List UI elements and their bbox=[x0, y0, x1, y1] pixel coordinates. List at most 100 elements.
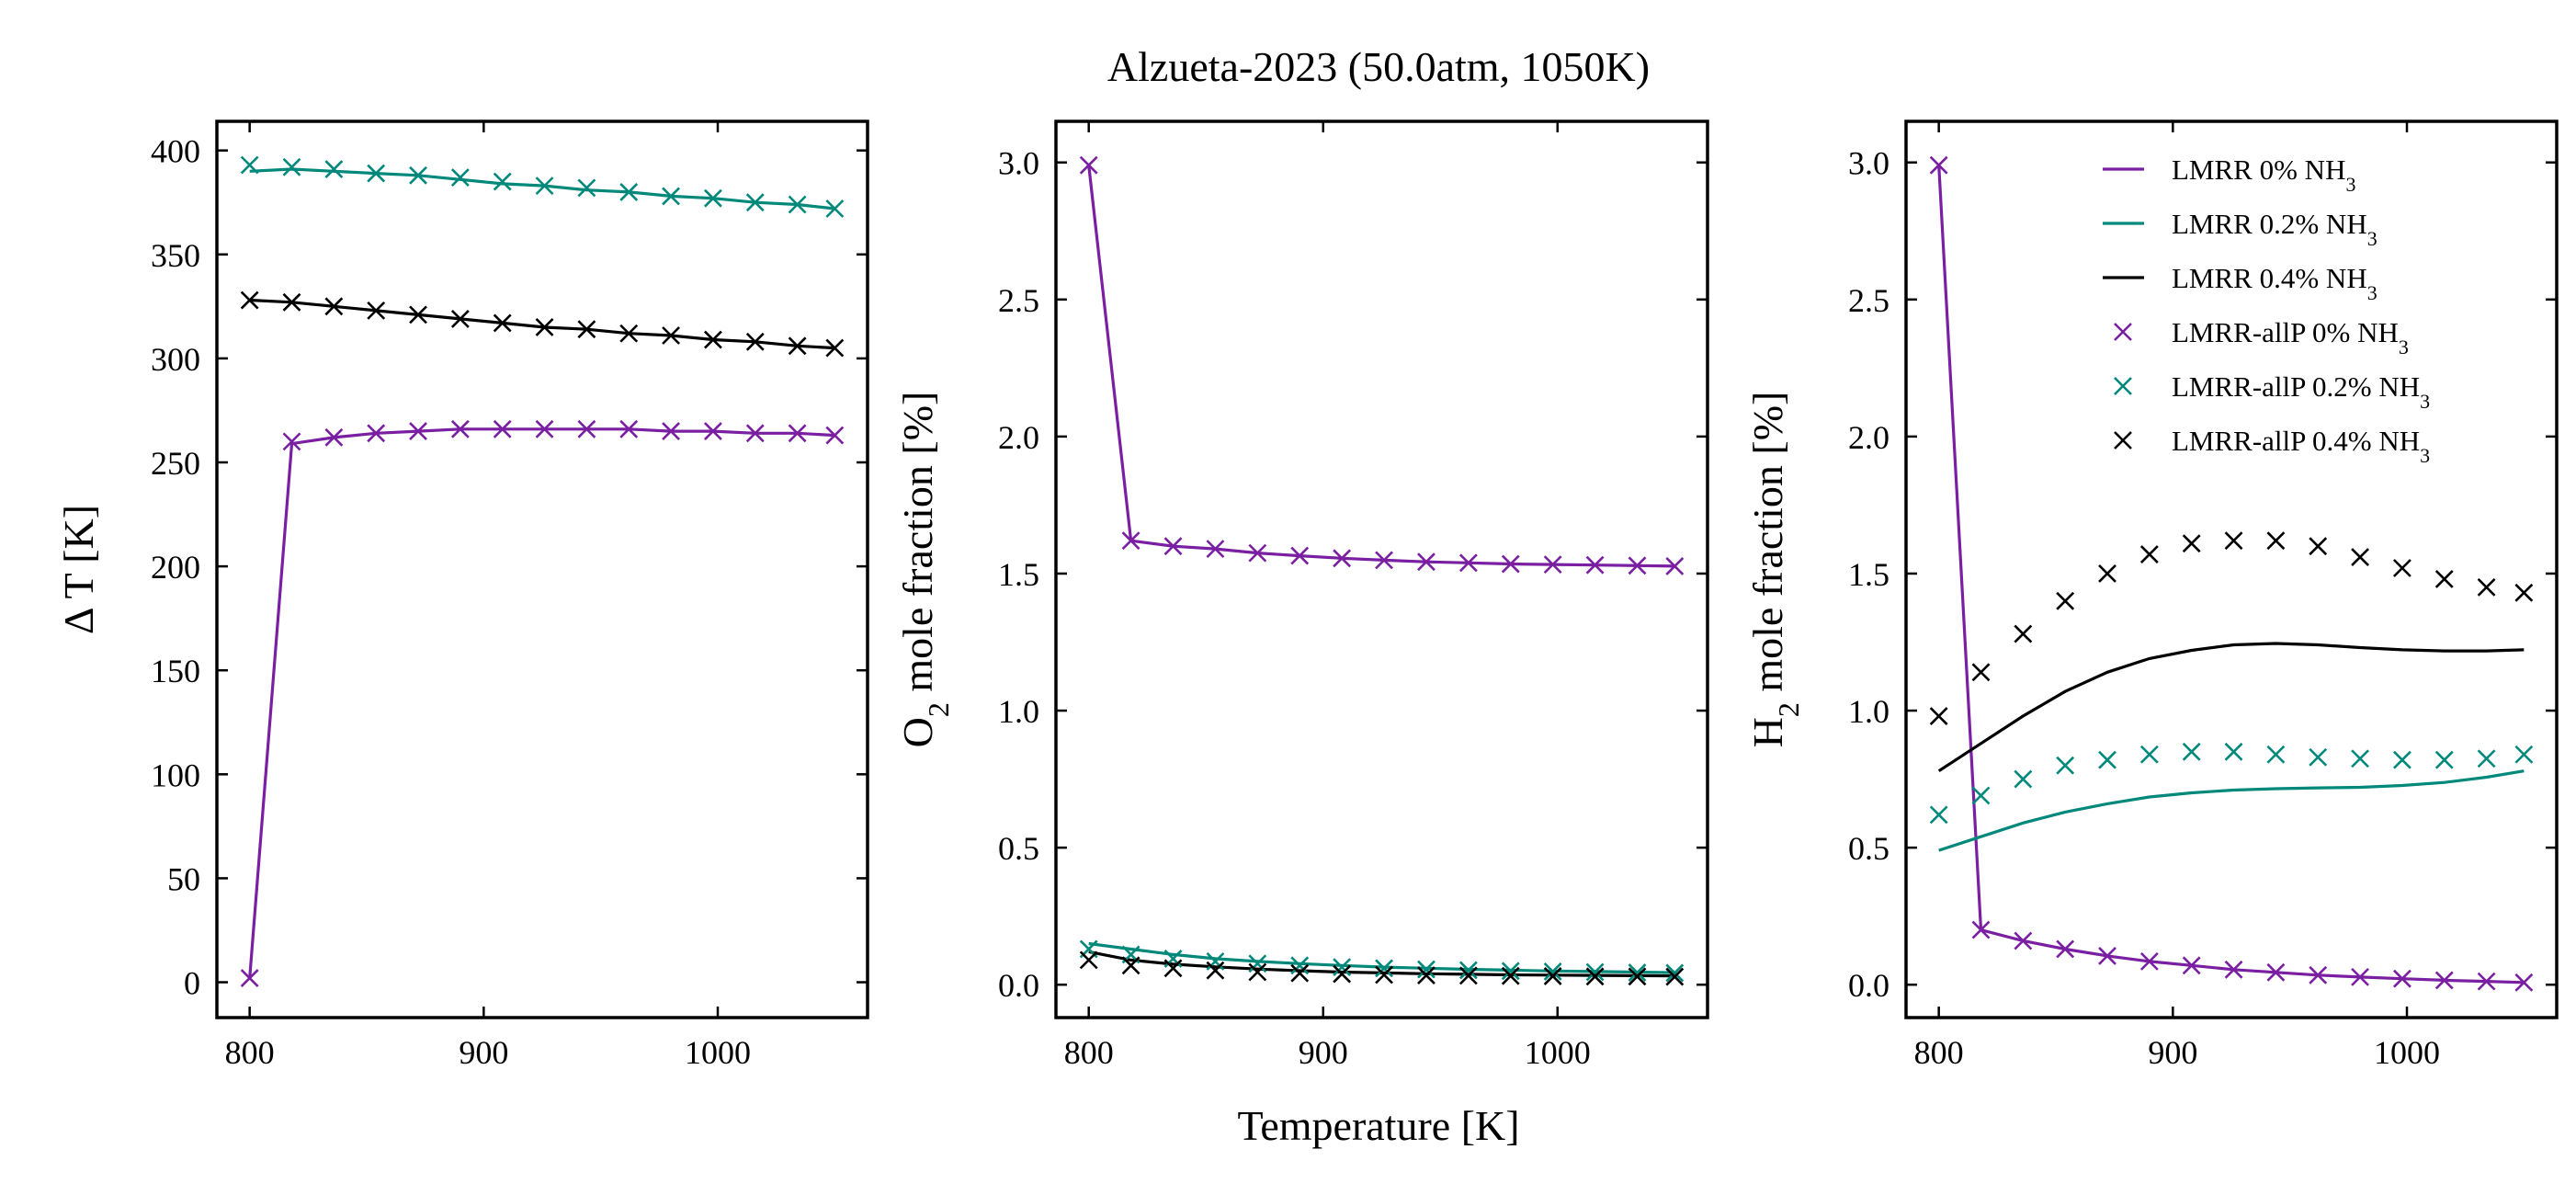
y-tick-label: 300 bbox=[151, 341, 200, 378]
marker-point bbox=[788, 195, 807, 214]
marker-point bbox=[1290, 956, 1310, 975]
marker-point bbox=[2351, 967, 2369, 986]
marker-point bbox=[2139, 745, 2159, 764]
axes-frame bbox=[1054, 120, 1709, 1019]
marker-point bbox=[2224, 960, 2243, 979]
marker-point bbox=[1543, 555, 1562, 575]
y-tick-label: 2.0 bbox=[1848, 419, 1889, 456]
marker-point bbox=[2266, 962, 2286, 982]
legend-label: LMRR 0% NH3 bbox=[2172, 154, 2355, 196]
marker-point bbox=[1121, 531, 1140, 551]
marker-point bbox=[1971, 663, 1991, 682]
marker-point bbox=[2098, 564, 2116, 583]
y-tick-label: 1.0 bbox=[1848, 693, 1889, 730]
legend-label: LMRR 0.2% NH3 bbox=[2172, 208, 2377, 250]
marker-point bbox=[1628, 556, 1647, 575]
marker-point bbox=[2392, 969, 2411, 988]
marker-point bbox=[1079, 950, 1098, 970]
marker-point bbox=[2477, 749, 2496, 768]
marker-point bbox=[1665, 557, 1685, 575]
marker-point bbox=[1248, 543, 1267, 563]
marker-point bbox=[535, 419, 554, 438]
marker-point bbox=[2477, 972, 2496, 991]
marker-point bbox=[535, 318, 554, 336]
marker-point bbox=[745, 424, 765, 443]
marker-point bbox=[2514, 745, 2534, 764]
marker-point bbox=[324, 160, 344, 178]
y-axis-title: Δ T [K] bbox=[55, 505, 102, 634]
marker-point bbox=[703, 422, 722, 440]
y-tick-label: 1.5 bbox=[998, 556, 1039, 593]
marker-point bbox=[825, 338, 845, 358]
marker-point bbox=[2182, 956, 2201, 975]
marker-point bbox=[409, 305, 427, 324]
marker-point bbox=[1585, 967, 1605, 986]
marker-point bbox=[2139, 951, 2159, 971]
marker-point bbox=[1543, 962, 1562, 981]
marker-point bbox=[1628, 963, 1647, 983]
marker-point bbox=[1501, 966, 1520, 985]
marker-point bbox=[1248, 954, 1267, 973]
marker-point bbox=[240, 155, 259, 175]
marker-point bbox=[240, 969, 259, 987]
marker-point bbox=[662, 326, 680, 345]
x-tick-label: 900 bbox=[1299, 1034, 1348, 1071]
marker-point bbox=[1971, 920, 1991, 939]
marker-point bbox=[703, 330, 722, 349]
legend-label: LMRR-allP 0% NH3 bbox=[2172, 316, 2409, 358]
marker-point bbox=[1290, 546, 1310, 565]
legend-swatch-marker bbox=[2114, 323, 2132, 341]
marker-point bbox=[1665, 963, 1685, 983]
marker-point bbox=[367, 424, 386, 443]
marker-point bbox=[1163, 537, 1183, 556]
marker-point bbox=[2266, 531, 2286, 551]
axes-frame bbox=[215, 120, 869, 1019]
marker-point bbox=[493, 419, 512, 438]
marker-point bbox=[619, 182, 639, 201]
y-tick-label: 0.0 bbox=[998, 967, 1039, 1004]
x-tick-label: 900 bbox=[459, 1034, 508, 1071]
marker-point bbox=[1121, 956, 1140, 975]
y-tick-label: 200 bbox=[151, 549, 200, 586]
marker-point bbox=[1333, 964, 1352, 984]
marker-point bbox=[240, 290, 259, 310]
marker-point bbox=[1971, 786, 1991, 805]
marker-point bbox=[2014, 769, 2033, 789]
legend-swatch-marker bbox=[2114, 377, 2132, 395]
marker-point bbox=[2392, 750, 2411, 769]
x-tick-label: 1000 bbox=[1525, 1034, 1591, 1071]
marker-point bbox=[367, 164, 386, 183]
marker-point bbox=[1375, 551, 1393, 570]
marker-point bbox=[2014, 931, 2033, 950]
axes-frame bbox=[1904, 120, 2559, 1019]
marker-point bbox=[2477, 577, 2496, 597]
marker-point bbox=[1417, 960, 1436, 979]
marker-point bbox=[2182, 534, 2201, 553]
marker-point bbox=[2224, 531, 2243, 551]
marker-point bbox=[2309, 965, 2328, 984]
marker-point bbox=[282, 292, 301, 312]
marker-point bbox=[1543, 967, 1562, 985]
y-tick-label: 50 bbox=[167, 860, 200, 897]
legend-swatch-marker bbox=[2114, 431, 2132, 450]
series-line-1 bbox=[248, 427, 835, 979]
marker-point bbox=[2014, 624, 2033, 643]
marker-point bbox=[2056, 756, 2075, 775]
y-tick-label: 150 bbox=[151, 653, 200, 689]
marker-point bbox=[324, 297, 344, 316]
marker-point bbox=[2434, 971, 2454, 990]
marker-point bbox=[2139, 545, 2159, 564]
legend-label: LMRR-allP 0.2% NH3 bbox=[2172, 370, 2430, 413]
y-tick-label: 0.0 bbox=[1848, 967, 1889, 1004]
marker-point bbox=[1079, 155, 1098, 175]
marker-point bbox=[1458, 961, 1478, 980]
series-line-3 bbox=[1937, 642, 2525, 773]
marker-point bbox=[2098, 946, 2116, 965]
marker-point bbox=[662, 187, 680, 206]
marker-point bbox=[1333, 958, 1352, 977]
x-axis-title: Temperature [K] bbox=[1237, 1102, 1519, 1149]
marker-point bbox=[2182, 742, 2201, 761]
marker-point bbox=[1417, 966, 1436, 984]
marker-point bbox=[1628, 967, 1647, 986]
marker-point bbox=[1375, 965, 1393, 984]
